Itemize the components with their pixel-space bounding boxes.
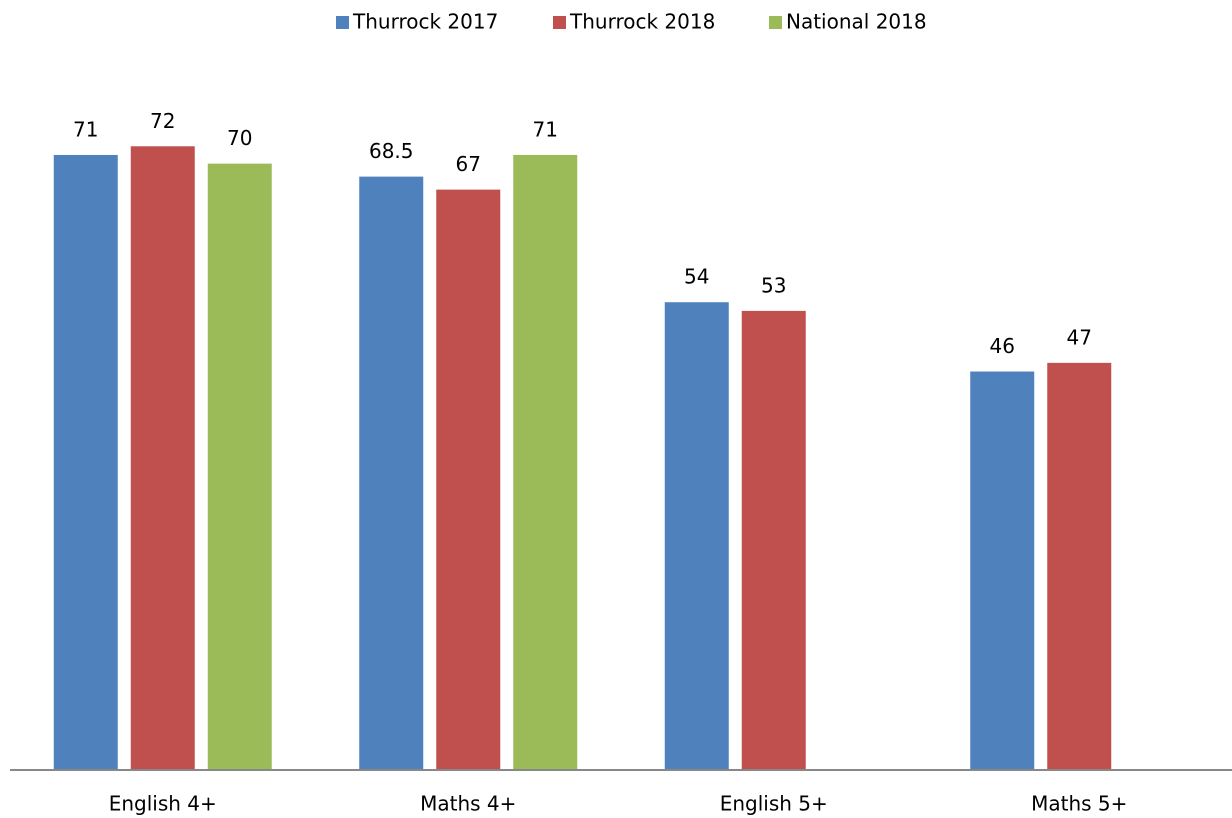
- bar: [359, 176, 424, 770]
- x-tick-label: Maths 5+: [1031, 792, 1127, 816]
- value-label: 71: [533, 117, 558, 141]
- value-label: 72: [150, 109, 175, 133]
- value-label: 47: [1067, 325, 1092, 349]
- bar: [741, 310, 806, 770]
- x-tick-label: English 5+: [720, 792, 828, 816]
- bar: [1047, 362, 1112, 770]
- value-label: 68.5: [369, 139, 414, 163]
- legend-label: National 2018: [786, 10, 927, 34]
- legend-label: Thurrock 2017: [352, 10, 498, 34]
- value-label: 54: [684, 265, 709, 289]
- bar: [664, 302, 729, 770]
- bar: [207, 163, 272, 770]
- value-label: 70: [227, 126, 252, 150]
- legend-swatch: [553, 16, 566, 29]
- legend-swatch: [336, 16, 349, 29]
- legend-label: Thurrock 2018: [569, 10, 715, 34]
- bar: [130, 146, 195, 771]
- bar: [436, 189, 501, 771]
- legend-swatch: [769, 16, 782, 29]
- bar: [970, 371, 1035, 770]
- value-label: 71: [73, 117, 98, 141]
- x-tick-label: English 4+: [109, 792, 217, 816]
- x-tick-label: Maths 4+: [420, 792, 516, 816]
- value-label: 46: [990, 334, 1015, 358]
- bar: [513, 154, 578, 770]
- value-label: 67: [456, 152, 481, 176]
- value-label: 53: [761, 273, 786, 297]
- bar: [53, 154, 118, 770]
